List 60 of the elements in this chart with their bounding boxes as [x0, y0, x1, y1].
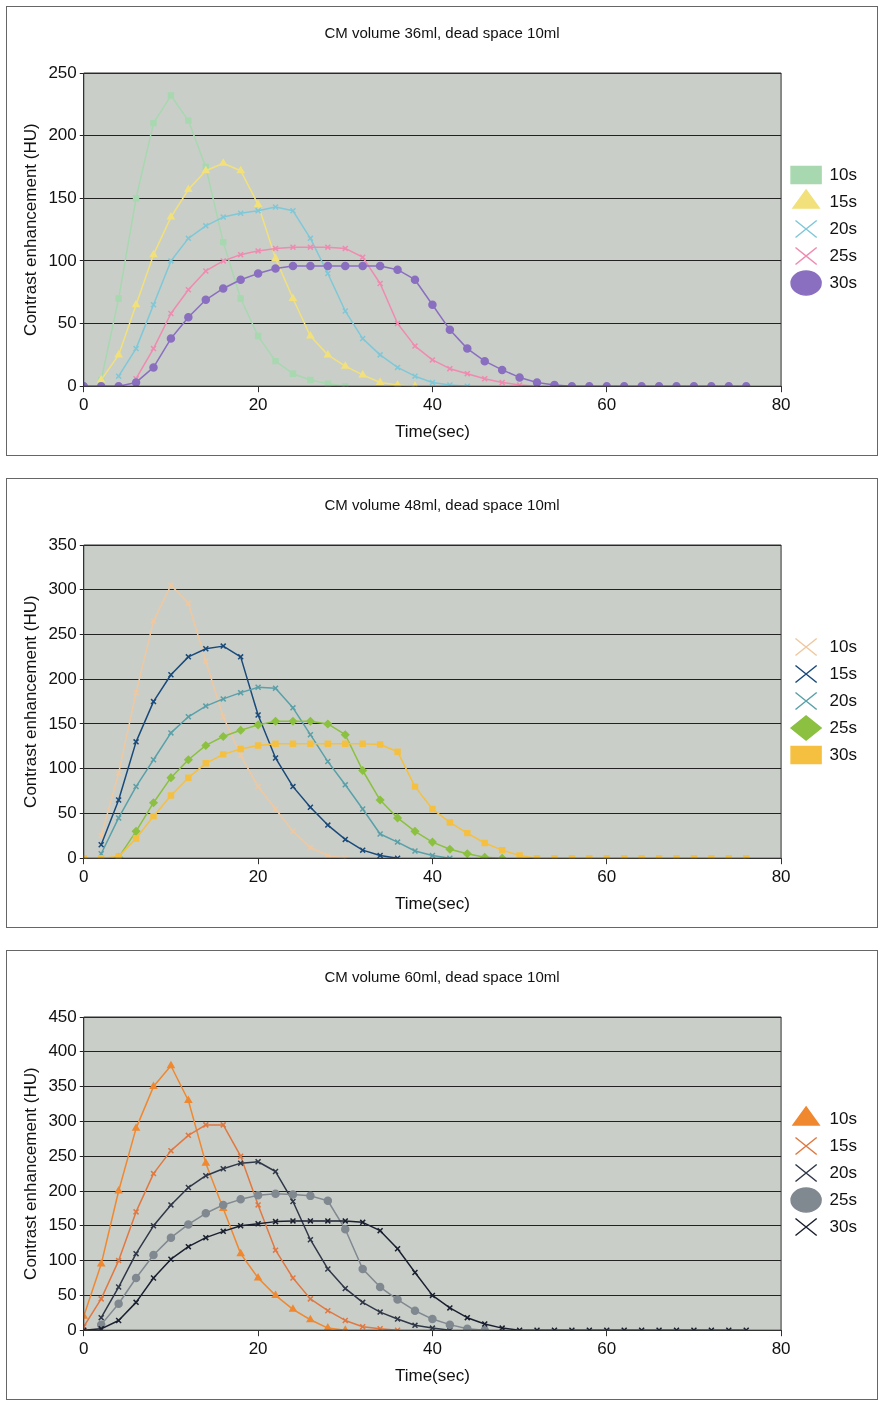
y-tick-label: 0	[67, 375, 77, 395]
y-tick-label: 200	[48, 668, 77, 688]
y-tick-label: 200	[48, 1180, 77, 1200]
y-tick-label: 50	[57, 313, 77, 333]
y-tick-label: 350	[48, 1076, 77, 1096]
y-tick-label: 200	[48, 125, 77, 145]
x-axis-title: Time(sec)	[394, 894, 470, 914]
legend-label: 20s	[829, 218, 858, 238]
x-tick-label: 60	[597, 1339, 617, 1359]
y-tick-label: 50	[57, 803, 77, 823]
x-tick-label: 60	[597, 395, 617, 415]
y-tick-label: 350	[48, 534, 77, 554]
y-tick-label: 100	[48, 1250, 77, 1270]
legend-label: 30s	[829, 272, 858, 292]
x-tick-label: 20	[248, 1339, 268, 1359]
y-tick-label: 250	[48, 62, 77, 82]
y-tick-label: 150	[48, 1215, 77, 1235]
chart-title: CM volume 36ml, dead space 10ml	[324, 24, 560, 42]
y-tick-label: 300	[48, 1111, 77, 1131]
legend-label: 25s	[829, 1189, 858, 1209]
y-tick-label: 0	[67, 1319, 77, 1339]
y-tick-label: 250	[48, 1145, 77, 1165]
x-axis-title: Time(sec)	[394, 1366, 470, 1386]
x-axis-title: Time(sec)	[394, 422, 470, 442]
y-axis-title: Contrast enhancement (HU)	[20, 595, 40, 808]
y-tick-label: 50	[57, 1285, 77, 1305]
y-tick-label: 450	[48, 1006, 77, 1026]
x-tick-label: 80	[771, 867, 791, 887]
legend-label: 20s	[829, 1162, 858, 1182]
x-tick-label: 40	[422, 867, 442, 887]
x-tick-label: 20	[248, 867, 268, 887]
legend-label: 25s	[829, 717, 858, 737]
legend-label: 30s	[829, 1216, 858, 1236]
y-tick-label: 150	[48, 713, 77, 733]
legend-label: 15s	[829, 1135, 858, 1155]
x-tick-label: 80	[771, 1339, 791, 1359]
legend-label: 15s	[829, 663, 858, 683]
legend-label: 25s	[829, 245, 858, 265]
y-tick-label: 300	[48, 579, 77, 599]
legend-label: 30s	[829, 744, 858, 764]
x-tick-label: 80	[771, 395, 791, 415]
x-tick-label: 40	[422, 395, 442, 415]
legend-label: 20s	[829, 690, 858, 710]
legend-label: 15s	[829, 191, 858, 211]
legend-label: 10s	[829, 164, 858, 184]
legend-label: 10s	[829, 1108, 858, 1128]
chart-title: CM volume 60ml, dead space 10ml	[324, 968, 560, 986]
y-tick-label: 100	[48, 250, 77, 270]
legend-label: 10s	[829, 636, 858, 656]
y-tick-label: 0	[67, 847, 77, 867]
y-tick-label: 400	[48, 1041, 77, 1061]
y-tick-label: 100	[48, 758, 77, 778]
chart-title: CM volume 48ml, dead space 10ml	[324, 496, 560, 514]
y-tick-label: 150	[48, 187, 77, 207]
y-axis-title: Contrast enhancement (HU)	[20, 1067, 40, 1280]
y-axis-title: Contrast enhancement (HU)	[20, 123, 40, 336]
x-tick-label: 60	[597, 867, 617, 887]
x-tick-label: 20	[248, 395, 268, 415]
y-tick-label: 250	[48, 624, 77, 644]
x-tick-label: 40	[422, 1339, 442, 1359]
